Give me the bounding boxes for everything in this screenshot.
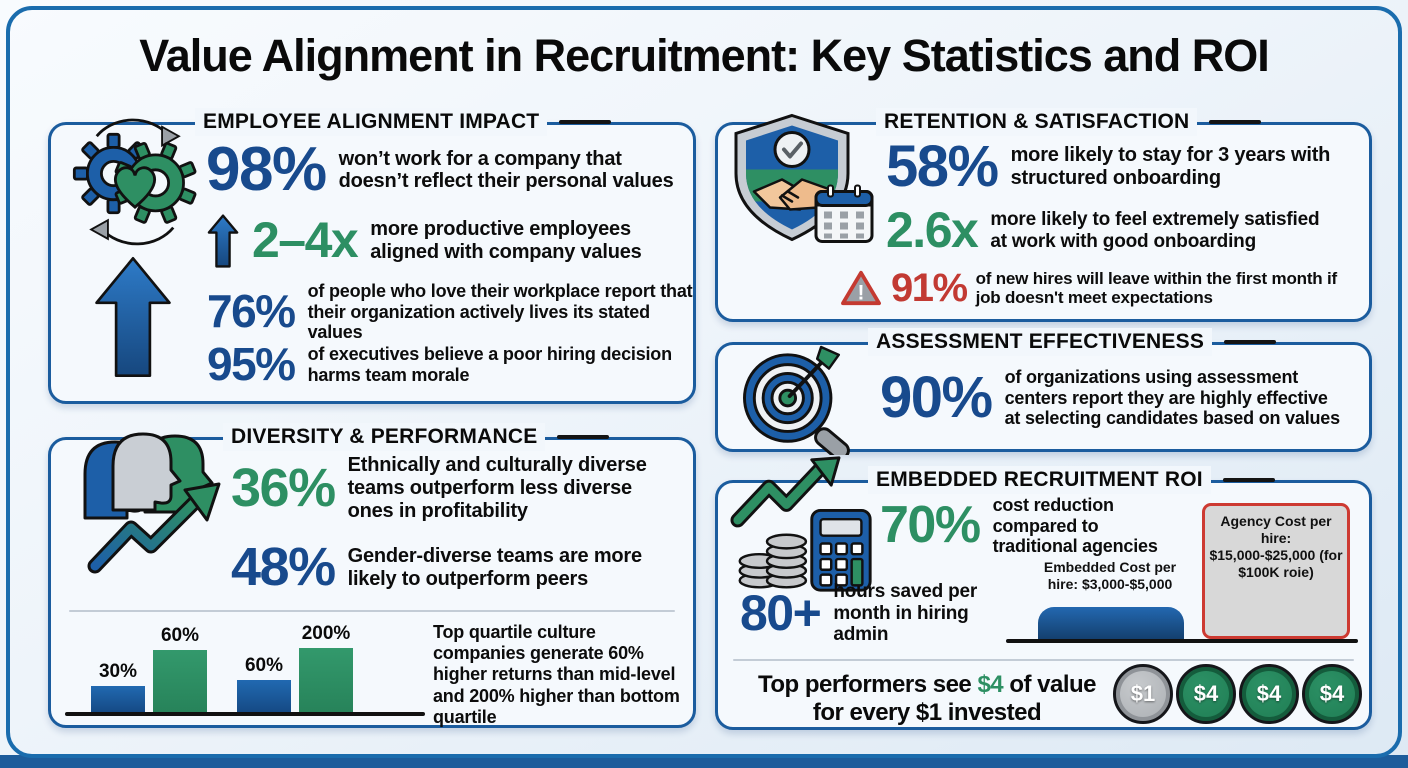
chart-annotation: Top quartile culture companies generate …	[433, 622, 680, 727]
stat-text: more likely to stay for 3 years with str…	[1010, 143, 1331, 189]
stat-value: 70%	[880, 496, 981, 555]
stat-value: 95%	[207, 338, 296, 390]
dollar-coin-icon: $4	[1176, 664, 1236, 724]
stat-value: 36%	[231, 457, 336, 518]
stat-row: 58% more likely to stay for 3 years with…	[886, 134, 1331, 199]
panel-embedded-recruitment-roi: EMBEDDED RECRUITMENT ROI 70% cost reduct…	[715, 456, 1372, 730]
header-dash	[1224, 340, 1277, 344]
footer-text-after: of value for every $1 invested	[812, 671, 1097, 726]
stat-value: 2–4x	[252, 212, 359, 269]
dollar-coin-icon: $4	[1302, 664, 1362, 724]
bar-group: 200%	[299, 623, 353, 712]
stat-text: won’t work for a company that doesn’t re…	[338, 147, 674, 193]
stat-text: Ethnically and culturally diverse teams …	[347, 454, 647, 522]
panel-title: DIVERSITY & PERFORMANCE	[223, 423, 546, 451]
warning-triangle-icon: !	[841, 271, 881, 306]
stat-text: hours saved per month in hiring admin	[833, 581, 978, 646]
target-arrow-magnifier-icon	[743, 345, 850, 455]
stat-row: 76% of people who love their workplace r…	[207, 281, 693, 343]
stat-text: more productive employees aligned with c…	[370, 218, 642, 263]
panel-roi-header: EMBEDDED RECRUITMENT ROI	[868, 466, 1275, 494]
stat-text: cost reduction compared to traditional a…	[992, 495, 1158, 557]
panel-diversity-header: DIVERSITY & PERFORMANCE	[223, 423, 610, 451]
stat-row: 36% Ethnically and culturally diverse te…	[231, 454, 648, 522]
footer-text-before: Top performers see	[757, 671, 972, 698]
panel-assessment-header: ASSESSMENT EFFECTIVENESS	[868, 328, 1277, 356]
stat-value: 58%	[886, 134, 999, 199]
big-up-arrow-icon	[95, 257, 171, 377]
stat-row: 98% won’t work for a company that doesn’…	[206, 135, 679, 204]
bar-label: 60%	[160, 625, 200, 646]
bar-label: 60%	[244, 655, 284, 676]
section-divider	[69, 610, 675, 612]
stat-value: 98%	[206, 135, 327, 204]
stat-text: of people who love their workplace repor…	[307, 281, 693, 343]
embedded-cost-label: Embedded Cost per hire: $3,000-$5,000	[1043, 559, 1177, 593]
embedded-cost-bar	[1038, 607, 1184, 639]
stat-row: 70% cost reduction compared to tradition…	[880, 495, 1183, 557]
panel-employee-alignment: EMPLOYEE ALIGNMENT IMPACT	[48, 108, 696, 404]
bar-group: 30%	[91, 661, 145, 712]
svg-text:!: !	[858, 282, 865, 305]
stat-text: of organizations using assessment center…	[1004, 367, 1341, 429]
cost-chart-baseline	[1006, 639, 1358, 643]
roi-footer-text: Top performers see $4 of value for every…	[746, 671, 1108, 726]
dollar-coin-icon: $4	[1239, 664, 1299, 724]
panel-employee-alignment-header: EMPLOYEE ALIGNMENT IMPACT	[195, 108, 612, 136]
stat-value: 48%	[231, 537, 336, 597]
stat-text: Gender-diverse teams are more likely to …	[347, 544, 643, 590]
bar-label: 30%	[98, 661, 138, 682]
culture-returns-bar-chart: 30% 60% 60% 200%	[65, 620, 425, 716]
header-dash	[1222, 478, 1275, 482]
coin-row: $1 $4 $4 $4	[1113, 664, 1362, 724]
panel-title: RETENTION & SATISFACTION	[876, 108, 1198, 136]
bar-blue-60	[237, 680, 291, 712]
bar-green-60	[153, 650, 207, 712]
footer-highlight: $4	[977, 671, 1010, 698]
header-dash	[557, 435, 610, 439]
bar-group: 60%	[237, 655, 291, 712]
panel-title: EMPLOYEE ALIGNMENT IMPACT	[195, 108, 548, 136]
bar-label: 200%	[301, 623, 351, 644]
stat-row: 48% Gender-diverse teams are more likely…	[231, 537, 648, 597]
page-title: Value Alignment in Recruitment: Key Stat…	[139, 30, 1270, 81]
diverse-heads-growth-icon	[83, 432, 221, 574]
shield-handshake-calendar-icon	[734, 113, 874, 243]
bottom-accent-band	[0, 755, 1408, 768]
stat-row: 95% of executives believe a poor hiring …	[207, 338, 678, 390]
dollar-coin-icon: $1	[1113, 664, 1173, 724]
stat-value: 91%	[891, 266, 968, 311]
small-up-arrow-icon	[207, 214, 239, 268]
panel-title: ASSESSMENT EFFECTIVENESS	[868, 328, 1213, 356]
stat-value: 90%	[880, 365, 993, 431]
stat-text: of new hires will leave within the first…	[975, 269, 1338, 308]
stat-text: more likely to feel extremely satisfied …	[990, 209, 1320, 252]
bar-green-200	[299, 648, 353, 712]
panel-title: EMBEDDED RECRUITMENT ROI	[868, 466, 1211, 494]
stat-value: 80+	[740, 584, 822, 641]
stat-row: 90% of organizations using assessment ce…	[880, 367, 1345, 429]
chart-baseline	[65, 712, 425, 716]
stat-value: 2.6x	[886, 202, 979, 258]
coins-calculator-growth-icon	[730, 456, 872, 592]
panel-retention-header: RETENTION & SATISFACTION	[876, 108, 1262, 136]
stat-row: 80+ hours saved per month in hiring admi…	[740, 581, 993, 646]
panel-retention-satisfaction: RETENTION & SATISFACTION 58%	[715, 108, 1372, 322]
stat-text: of executives believe a poor hiring deci…	[307, 344, 673, 385]
header-dash	[559, 120, 612, 124]
stat-row: 2–4x more productive employees aligned w…	[207, 213, 670, 269]
stat-row: 2.6x more likely to feel extremely satis…	[886, 202, 1340, 258]
section-divider	[733, 659, 1354, 661]
stat-row: ! 91% of new hires will leave within the…	[840, 266, 1366, 311]
bar-group: 60%	[153, 625, 207, 712]
panel-assessment-effectiveness: ASSESSMENT EFFECTIVENESS 90% of organiza…	[715, 328, 1372, 455]
gears-heart-icon	[72, 118, 197, 246]
bar-blue-30	[91, 686, 145, 712]
stat-value: 76%	[207, 284, 296, 337]
header-dash	[1209, 120, 1262, 124]
agency-cost-bar: Agency Cost per hire: $15,000-$25,000 (f…	[1202, 503, 1350, 639]
panel-diversity-performance: DIVERSITY & PERFORMANCE 36% Ethnically a…	[48, 423, 696, 728]
